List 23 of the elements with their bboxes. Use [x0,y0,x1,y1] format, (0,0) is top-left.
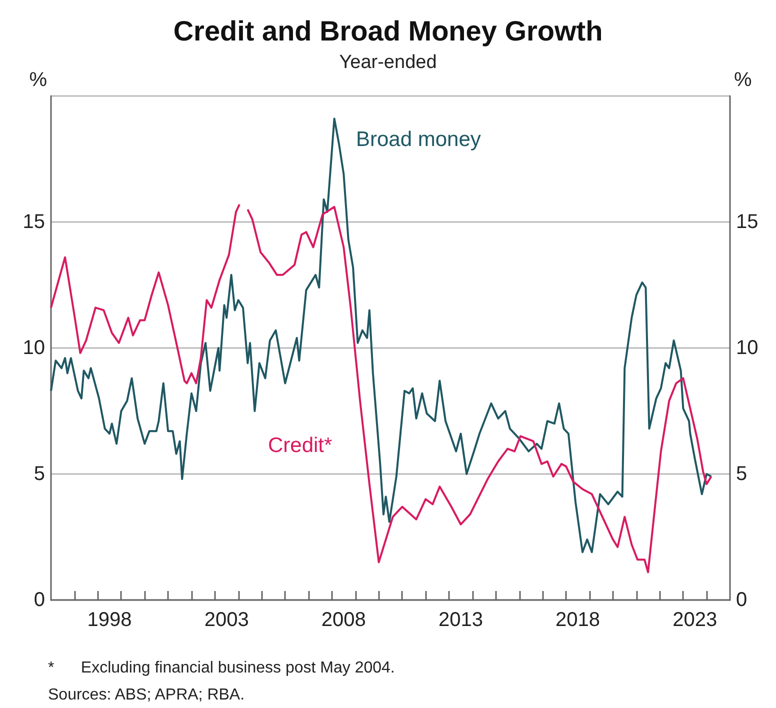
y2-tick-label: 0 [736,589,748,611]
series-label: Credit* [268,434,332,457]
y-tick-label: 0 [34,589,45,611]
x-tick-label: 2008 [321,609,366,631]
y2-tick-label: 5 [736,463,748,485]
text: * Excluding financial business post May 2004. [48,660,395,676]
x-tick-label: 1998 [87,609,132,631]
line-series [50,118,712,554]
y-tick-label: 15 [22,211,45,233]
y2-tick-label: 10 [736,337,758,359]
y-axis-title: % [29,69,48,91]
x-tick-label: 2023 [672,609,718,631]
y-tick-label: 10 [22,337,45,359]
x-tick-label: 2018 [556,609,600,631]
chart-title: Credit and Broad Money Growth [173,16,603,46]
series-label: Broad money [356,128,482,151]
y2-tick-label: 15 [736,211,758,233]
y-tick-label: 5 [34,463,45,485]
chart-subtitle: Year-ended [339,52,437,73]
x-tick-label: 2013 [438,609,483,631]
source-note: Sources: ABS; APRA; RBA. [48,686,245,704]
y2-axis-title: % [734,69,752,91]
x-tick-label: 2003 [204,609,249,631]
